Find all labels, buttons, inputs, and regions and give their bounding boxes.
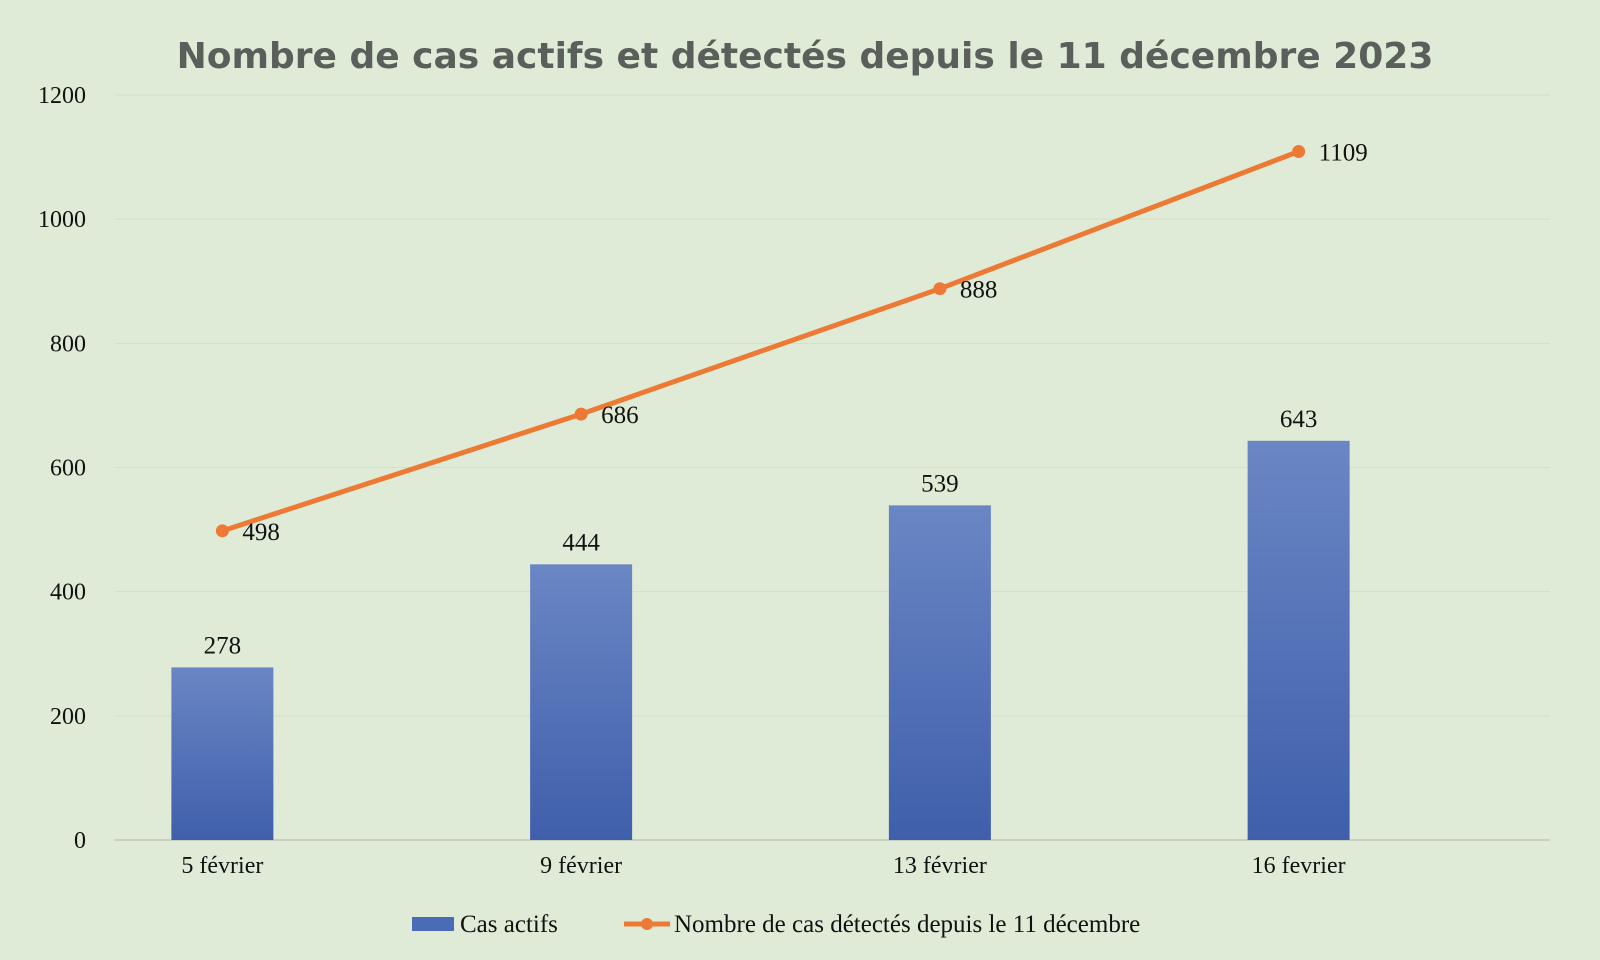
legend-label-line: Nombre de cas détectés depuis le 11 déce… [674, 911, 1140, 938]
bar-data-label: 278 [204, 632, 242, 659]
x-tick-label: 13 février [893, 853, 987, 879]
bar [530, 564, 633, 840]
bar [888, 505, 991, 840]
line-series [221, 149, 1300, 534]
x-tick-label: 16 fevrier [1252, 853, 1346, 879]
y-tick-label: 600 [50, 456, 86, 482]
line-data-label: 686 [601, 402, 639, 429]
bar-data-label: 643 [1280, 406, 1318, 433]
bar-data-label: 539 [921, 470, 959, 497]
y-tick-label: 0 [74, 828, 86, 854]
chart-title: Nombre de cas actifs et détectés depuis … [177, 36, 1434, 77]
line-data-label: 1109 [1319, 139, 1368, 166]
y-tick-label: 200 [50, 704, 86, 730]
bar [1247, 440, 1350, 840]
legend-label-bar: Cas actifs [460, 911, 558, 938]
y-tick-label: 800 [50, 331, 86, 357]
y-tick-label: 1200 [38, 83, 86, 109]
line-point [1292, 144, 1306, 158]
x-tick-label: 9 février [540, 853, 622, 879]
line-point [574, 407, 588, 421]
legend: Cas actifs Nombre de cas détectés depuis… [412, 911, 1140, 938]
line-data-label: 498 [242, 519, 280, 546]
x-tick-label: 5 février [181, 853, 263, 879]
y-tick-label: 1000 [38, 207, 86, 233]
legend-swatch-marker [641, 918, 653, 930]
bar [171, 667, 274, 840]
y-tick-label: 400 [50, 580, 86, 606]
line-point [933, 282, 947, 296]
line-point [215, 524, 229, 538]
bar-data-label: 444 [562, 529, 600, 556]
line-data-label: 888 [960, 277, 998, 304]
legend-swatch-bar [412, 917, 454, 931]
